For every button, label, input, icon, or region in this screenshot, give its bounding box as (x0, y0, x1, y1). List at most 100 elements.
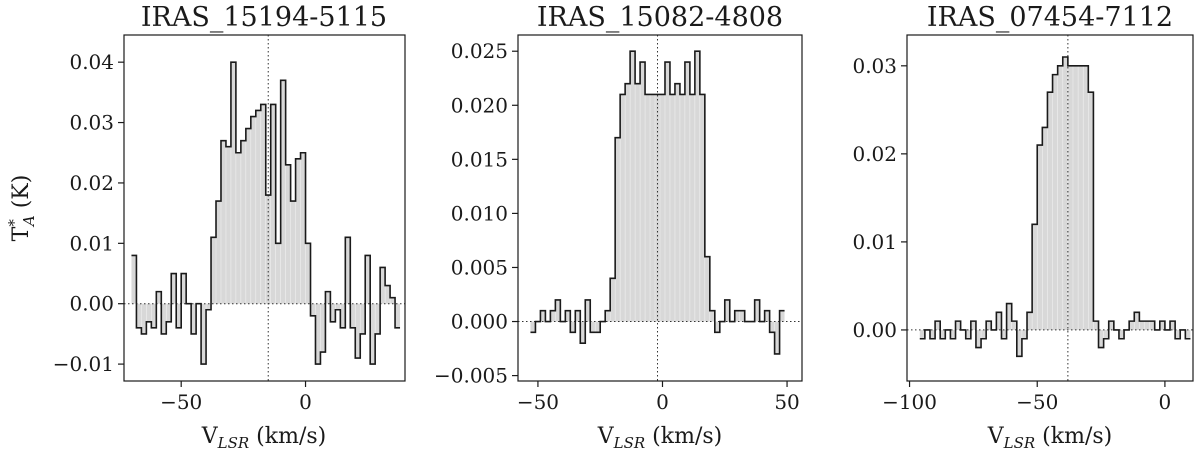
spectrum-bin (570, 321, 576, 333)
spectrum-bin (290, 201, 296, 304)
x-axis-label: VLSR (km/s) (597, 424, 722, 449)
spectrum-step-line (919, 56, 1191, 358)
y-tick-label: −0.01 (53, 352, 114, 376)
spectrum-bin (919, 329, 925, 339)
x-label-unit: (km/s) (645, 424, 722, 449)
spectrum-bin (769, 321, 775, 333)
spectrum-bin (300, 152, 306, 304)
spectrum-bin (395, 303, 401, 328)
x-label-main: V (597, 424, 615, 449)
spectrum-bin (1149, 321, 1155, 330)
spectrum-bin (555, 299, 561, 322)
y-label-sup: * (5, 219, 23, 227)
spectrum-bin (1108, 321, 1114, 330)
spectrum-bin (585, 299, 591, 322)
spectrum-bin (211, 237, 217, 304)
spectrum-bin (285, 164, 291, 304)
y-tick-label: 0.03 (69, 111, 114, 135)
x-tick-label: 0 (299, 390, 312, 414)
spectrum-bin (360, 303, 366, 334)
x-tick-label: −100 (882, 390, 937, 414)
panel-title: IRAS_15194-5115 (141, 2, 387, 33)
spectrum-bin (986, 321, 992, 330)
spectrum-bin (235, 152, 241, 304)
y-label-sub: A (20, 215, 38, 228)
spectrum-bin (230, 62, 236, 304)
fill-hatch (980, 65, 1150, 339)
spectrum-bin (191, 303, 197, 334)
spectrum-bin (1062, 57, 1068, 330)
panel-title: IRAS_07454-7112 (927, 2, 1173, 33)
spectrum-bin (275, 243, 281, 304)
y-axis-ticks: 0.00 0.01 0.02 0.03 (852, 54, 907, 342)
spectrum-bin (201, 303, 207, 365)
y-tick-label: 0.000 (451, 310, 508, 334)
spectrum-bin (774, 321, 780, 354)
spectrum-bin (171, 273, 177, 304)
spectrum-bin (1006, 303, 1012, 330)
y-axis-ticks: −0.005 0.000 0.005 0.010 0.015 0.020 0.025 (434, 39, 518, 388)
spectrum-step-line (131, 61, 401, 365)
spectrum-bin (1098, 329, 1104, 348)
x-tick-label: −50 (517, 390, 559, 414)
spectrum-bin (345, 237, 351, 304)
y-tick-label: 0.01 (69, 231, 114, 255)
x-label-main: V (201, 424, 219, 449)
spectrum-bin (1047, 92, 1053, 330)
spectrum-bin (615, 137, 621, 322)
panel-iras-15194-5115: IRAS_15194-5115 −50 0 −0.01 0.00 0.01 0.02 0.… (5, 2, 406, 449)
spectrum-bin (315, 303, 321, 365)
spectrum-bin (1001, 329, 1007, 339)
fill-hatch (555, 83, 775, 333)
y-tick-label: 0.02 (69, 171, 114, 195)
spectrum-bin (764, 310, 770, 322)
y-tick-label: 0.02 (852, 142, 897, 166)
axes-frame (517, 34, 803, 382)
x-tick-label: 0 (1159, 390, 1172, 414)
spectrum-bin (330, 303, 336, 322)
spectrum-bin (335, 303, 341, 310)
spectrum-bin (1011, 321, 1017, 330)
spectrum-bin (1032, 224, 1038, 330)
spectrum-bin (1027, 312, 1033, 330)
spectrum-bin (1170, 321, 1176, 330)
spectrum-bin (779, 310, 785, 322)
spectrum-bin (355, 303, 361, 359)
spectrum-bin (1144, 321, 1150, 330)
spectrum-bin (996, 312, 1002, 330)
spectrum-bin (240, 140, 246, 304)
spectrum-bin (565, 310, 571, 322)
spectrum-bin (136, 303, 142, 328)
spectrum-bin (385, 285, 391, 304)
panel-iras-07454-7112: IRAS_07454-7112 −100 −50 0 0.000.010.020.0… (852, 2, 1194, 449)
spectrum-bin (704, 256, 710, 322)
spectrum-bin (161, 303, 167, 334)
y-label-main: T (9, 226, 34, 241)
spectrum-bin (220, 140, 226, 304)
spectrum-bin (724, 299, 730, 322)
spectrum-bin (734, 310, 740, 322)
spectrum-bin (146, 303, 152, 322)
spectrum-bin (340, 303, 346, 328)
spectrum-bin (310, 303, 316, 316)
spectrum-bin (935, 321, 941, 330)
spectrum-bin (689, 94, 695, 322)
spectrum-bin (1159, 321, 1165, 330)
spectrum-bin (605, 310, 611, 322)
spectrum-bin (206, 303, 212, 310)
spectrum-bin (325, 291, 331, 304)
spectrum-bin (684, 62, 690, 322)
spectrum-bin (1175, 329, 1181, 339)
spectrum-bin (950, 329, 956, 339)
spectrum-bin (739, 310, 745, 322)
y-axis-label: T*A (K) (5, 175, 38, 242)
spectrum-bin (305, 243, 311, 304)
spectrum-bin (714, 321, 720, 333)
spectrum-bin (320, 303, 326, 353)
x-tick-label: −50 (160, 390, 202, 414)
x-tick-label: 0 (656, 390, 669, 414)
x-axis-label: VLSR (km/s) (987, 424, 1112, 449)
y-tick-label: 0.00 (69, 292, 114, 316)
y-tick-label: 0.03 (852, 54, 897, 78)
